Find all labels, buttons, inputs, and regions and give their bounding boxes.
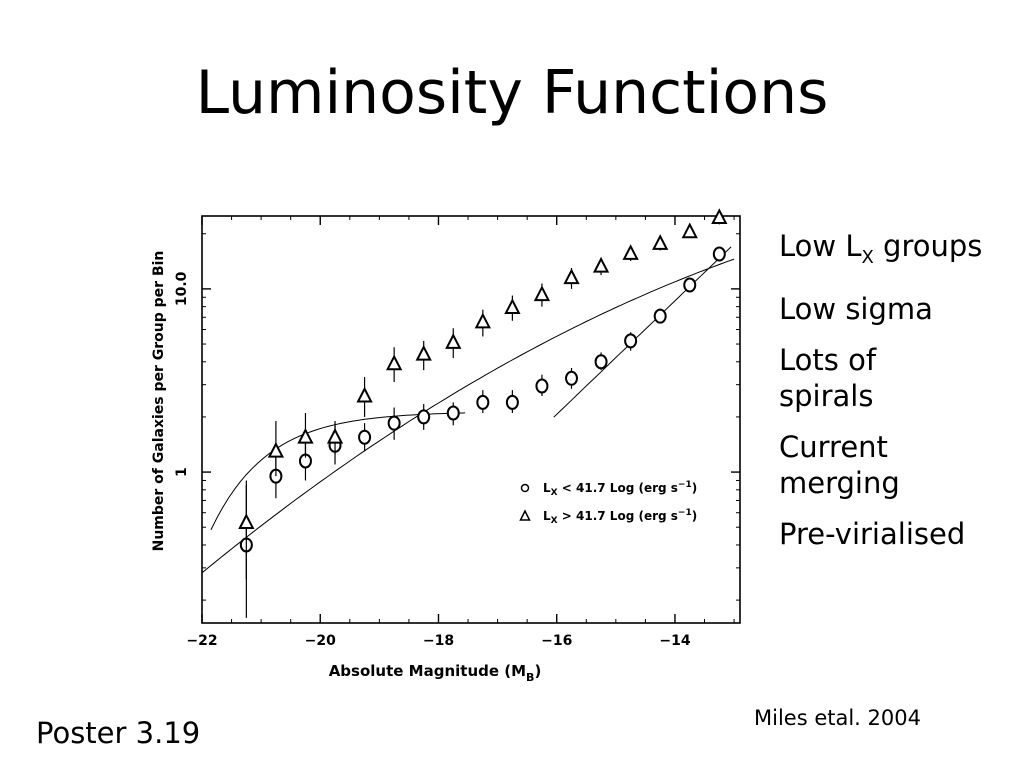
data-point-triangle [504, 298, 521, 315]
poster-number: Poster 3.19 [36, 716, 201, 750]
data-point-circle [476, 394, 490, 410]
x-tick-label: −20 [305, 633, 336, 649]
data-point-triangle [267, 441, 285, 458]
y-tick-label: 1 [174, 467, 190, 477]
data-point-triangle [445, 333, 462, 349]
data-point-triangle [563, 268, 580, 285]
bullet-item: Pre-virialised [779, 516, 966, 551]
fit-curve-low-lx-faint [553, 246, 732, 418]
data-point-circle [712, 246, 726, 262]
bullet-item: Current merging [779, 429, 900, 500]
data-point-triangle [622, 244, 639, 260]
data-point-triangle [592, 256, 610, 273]
data-point-triangle [652, 234, 669, 250]
data-point-triangle [356, 386, 373, 403]
data-point-circle [594, 354, 608, 370]
data-point-triangle [711, 208, 728, 225]
data-point-triangle [297, 427, 314, 444]
data-point-circle [446, 405, 460, 421]
x-tick-label: −14 [659, 633, 690, 649]
luminosity-chart: −22 −20 −18 −16 −14 1 10.0 LX < 41.7 Log (erg … [151, 208, 741, 684]
bullet-item: Low LX groups [779, 229, 983, 268]
data-point-circle [624, 333, 638, 349]
data-point-circle [505, 394, 519, 410]
data-point-triangle [415, 344, 432, 361]
data-point-triangle [238, 513, 255, 529]
legend-label: LX > 41.7 Log (erg s−1) [543, 508, 697, 526]
data-point-circle [653, 308, 667, 324]
x-tick-label: −18 [423, 633, 454, 649]
legend-triangle-icon [519, 509, 531, 521]
x-axis-label: Absolute Magnitude (MB) [329, 662, 542, 684]
data-point-circle [565, 370, 579, 386]
bullet-list: Low LX groups Low sigma Lots of spirals … [779, 228, 1019, 567]
slide-title: Luminosity Functions [195, 58, 829, 128]
legend-label: LX < 41.7 Log (erg s−1) [543, 480, 697, 498]
fit-curve-high-lx [201, 258, 735, 574]
data-point-triangle [386, 354, 403, 371]
data-point-triangle [533, 285, 551, 302]
legend-circle-icon [520, 483, 530, 493]
data-point-triangle [681, 222, 698, 239]
plot-frame [201, 215, 741, 624]
data-point-circle [358, 429, 372, 445]
y-axis-label: Number of Galaxies per Group per Bin [151, 251, 167, 552]
bullet-item: Low sigma [779, 291, 933, 326]
data-point-circle [417, 409, 431, 425]
x-tick-label: −22 [186, 633, 217, 649]
data-point-circle [387, 415, 401, 431]
data-point-circle [535, 378, 549, 394]
fit-curve-low-lx-bright [210, 412, 466, 531]
bullet-item: Lots of spirals [779, 342, 877, 413]
x-tick-label: −16 [541, 633, 572, 649]
y-tick-label: 10.0 [174, 271, 190, 306]
data-point-circle [683, 277, 697, 293]
citation: Miles etal. 2004 [754, 706, 921, 730]
data-point-triangle [326, 427, 344, 444]
data-point-triangle [474, 312, 491, 329]
